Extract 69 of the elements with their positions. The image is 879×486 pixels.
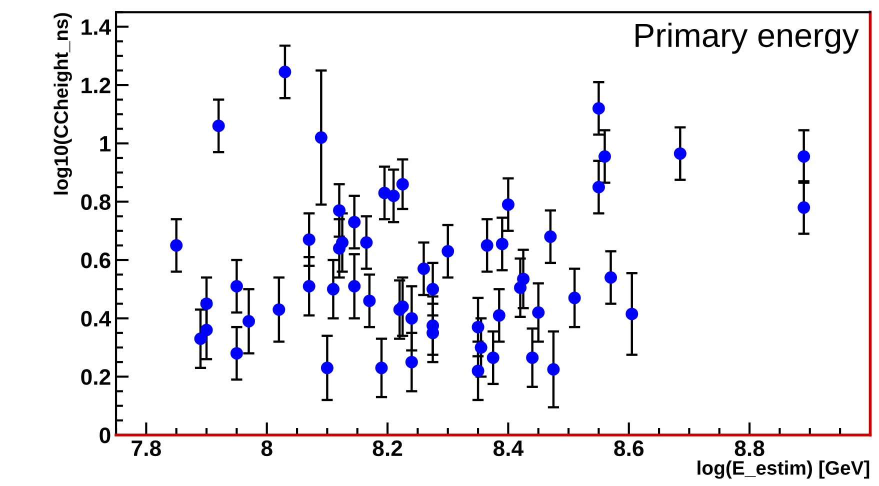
point — [360, 236, 373, 249]
point — [496, 238, 508, 250]
x-tick-label: 8.8 — [734, 440, 764, 456]
x-tick-label: 8.4 — [493, 440, 524, 456]
point — [592, 180, 605, 194]
y-tick-label: 0.4 — [81, 310, 112, 327]
point — [480, 239, 494, 252]
point — [517, 272, 530, 286]
point — [363, 294, 376, 308]
point — [544, 230, 557, 243]
point — [592, 102, 605, 115]
point — [242, 314, 256, 328]
point — [674, 147, 686, 160]
point — [387, 190, 400, 202]
x-tick-label: 8.2 — [372, 440, 402, 456]
point — [375, 362, 388, 374]
point — [302, 280, 316, 293]
point — [405, 312, 418, 325]
point — [230, 280, 243, 293]
point — [492, 309, 506, 322]
point — [474, 341, 488, 354]
point — [333, 204, 346, 217]
point — [547, 363, 560, 376]
y-tick-label: 0.2 — [81, 369, 110, 385]
point — [396, 178, 409, 190]
point — [302, 233, 316, 246]
point — [230, 347, 243, 360]
point — [314, 131, 328, 144]
point — [532, 306, 545, 319]
y-tick-label: 1.2 — [82, 78, 110, 94]
point — [212, 120, 225, 132]
x-tick-label: 8.6 — [614, 440, 644, 456]
point — [568, 292, 581, 304]
point — [200, 298, 213, 310]
point — [348, 216, 361, 228]
x-axis-title: log(E_estim) [GeV] — [698, 460, 870, 479]
y-tick-label: 0.6 — [81, 252, 110, 268]
y-axis-title: log10(CCheight_ns) — [54, 13, 72, 194]
x-tick-label: 8 — [261, 440, 272, 456]
point — [336, 236, 349, 249]
point — [486, 351, 500, 364]
point — [502, 198, 514, 211]
point — [798, 150, 810, 163]
point — [598, 150, 611, 163]
point — [320, 362, 334, 374]
point — [472, 364, 484, 378]
point — [626, 308, 638, 320]
point — [348, 280, 361, 293]
point — [278, 66, 292, 78]
point — [798, 201, 810, 214]
point — [194, 332, 207, 345]
point — [604, 271, 618, 284]
x-tick-label: 7.8 — [132, 440, 161, 456]
point — [170, 239, 183, 252]
point — [405, 356, 418, 368]
point — [417, 262, 430, 276]
point — [472, 320, 484, 334]
y-tick-label: 1 — [100, 136, 111, 152]
point — [526, 351, 539, 364]
point — [442, 245, 454, 258]
y-tick-label: 0.8 — [81, 194, 110, 210]
point — [396, 300, 409, 313]
point — [426, 282, 440, 296]
chart-title: Primary energy — [636, 22, 859, 54]
point — [200, 324, 213, 336]
point — [272, 303, 286, 316]
point — [326, 282, 340, 296]
y-tick-label: 0 — [100, 428, 110, 444]
y-tick-label: 1.4 — [82, 19, 112, 35]
